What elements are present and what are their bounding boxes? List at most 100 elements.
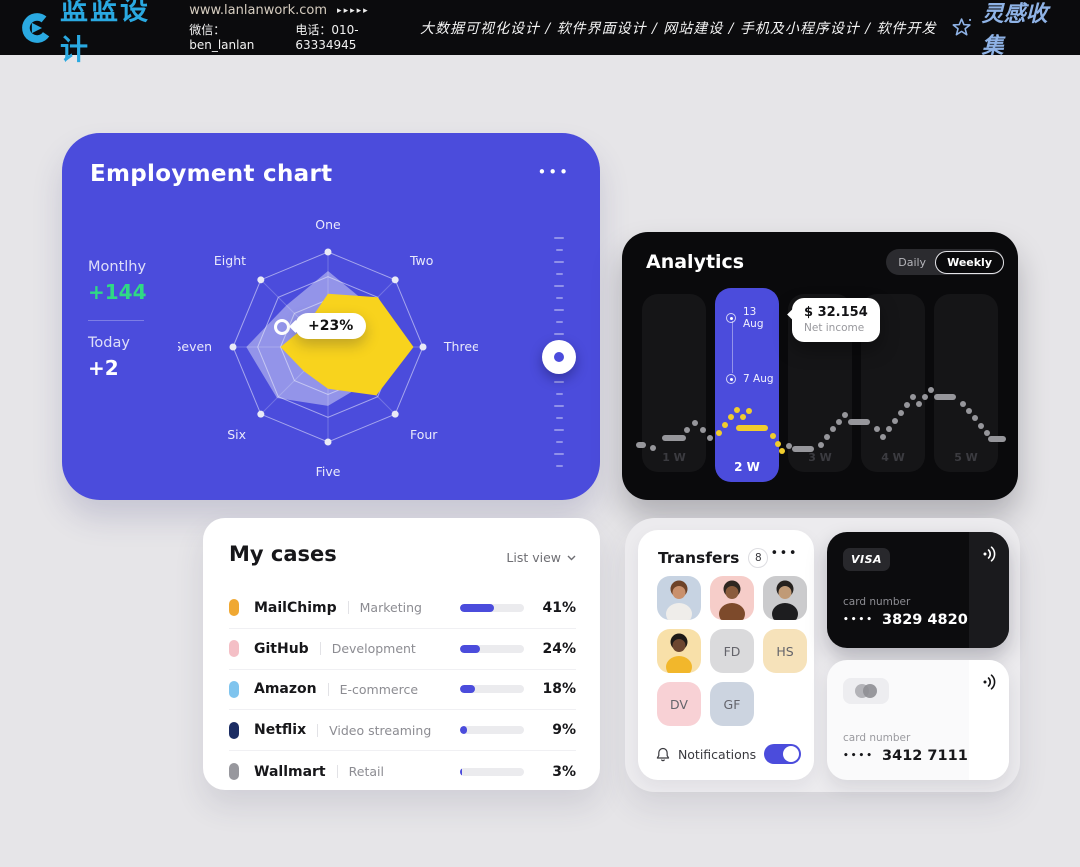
case-row-mailchimp[interactable]: MailChimp Marketing 41% bbox=[229, 588, 576, 629]
case-category: Retail bbox=[348, 764, 384, 780]
progress-track bbox=[460, 644, 524, 653]
radar-tooltip: +23% bbox=[295, 313, 367, 339]
radar-axis-label: Eight bbox=[214, 253, 246, 268]
monthly-value: +144 bbox=[88, 280, 147, 304]
radar-axis-label: Seven bbox=[178, 339, 212, 354]
radar-chart: One Two Three Four Five Six Seven Eight bbox=[178, 217, 478, 479]
logo-text: 蓝蓝设计 bbox=[59, 0, 150, 66]
bank-card-visa[interactable]: VISA card number •••• 3829 4820 bbox=[827, 532, 1009, 648]
toggle-daily[interactable]: Daily bbox=[898, 255, 927, 269]
slider-tick bbox=[555, 393, 563, 395]
monthly-label: Montlhy bbox=[88, 259, 147, 275]
bell-icon bbox=[656, 747, 670, 761]
card-number-label: card number bbox=[843, 596, 911, 608]
today-label: Today bbox=[88, 335, 130, 351]
analytics-marker-date: 13 Aug bbox=[726, 306, 779, 330]
slider-tick bbox=[554, 285, 564, 287]
case-row-netflix[interactable]: Netflix Video streaming 9% bbox=[229, 710, 576, 752]
case-name: Wallmart bbox=[254, 763, 326, 780]
visa-logo: VISA bbox=[843, 548, 891, 571]
my-cases-title: My cases bbox=[229, 542, 337, 566]
employment-chart-card: Employment chart ••• Montlhy +144 Today … bbox=[62, 133, 600, 500]
contact-avatar[interactable] bbox=[657, 576, 701, 620]
contact-initials-gf[interactable]: GF bbox=[710, 682, 754, 726]
contact-initials-hs[interactable]: HS bbox=[763, 629, 807, 673]
analytics-column-5w[interactable]: 5 W bbox=[934, 294, 998, 472]
radar-vertex-dot bbox=[324, 248, 332, 256]
avatar-photo bbox=[666, 633, 692, 673]
radar-axis-label: Four bbox=[410, 427, 438, 442]
case-row-amazon[interactable]: Amazon E-commerce 18% bbox=[229, 670, 576, 711]
progress-fill bbox=[460, 685, 475, 694]
slider-tick bbox=[554, 381, 564, 383]
services-text: 大数据可视化设计 / 软件界面设计 / 网站建设 / 手机及小程序设计 / 软件… bbox=[420, 20, 937, 37]
notifications-label: Notifications bbox=[677, 746, 757, 762]
case-name: Amazon bbox=[254, 681, 317, 698]
vertical-slider-handle[interactable] bbox=[542, 340, 576, 374]
slider-tick bbox=[555, 273, 563, 275]
contact-avatar[interactable] bbox=[710, 576, 754, 620]
radar-axis-label: Three bbox=[443, 339, 478, 354]
contact-avatar[interactable] bbox=[763, 576, 807, 620]
case-category: Development bbox=[331, 641, 416, 657]
slider-tick bbox=[555, 297, 563, 299]
radar-vertex-dot bbox=[391, 276, 399, 284]
case-percent: 24% bbox=[542, 640, 576, 657]
slider-tick bbox=[554, 237, 564, 239]
slider-tick bbox=[554, 261, 564, 263]
contacts-grid: FD HS DV GF bbox=[657, 576, 807, 726]
contact-initials-dv[interactable]: DV bbox=[657, 682, 701, 726]
case-brand-icon bbox=[229, 680, 239, 698]
case-percent: 9% bbox=[552, 722, 576, 739]
progress-fill bbox=[460, 767, 463, 776]
slider-tick bbox=[554, 429, 564, 431]
case-percent: 41% bbox=[542, 599, 576, 616]
transfers-title: Transfers bbox=[658, 549, 740, 567]
case-row-github[interactable]: GitHub Development 24% bbox=[229, 629, 576, 670]
name-category-divider bbox=[327, 682, 329, 696]
transfers-group: Transfers 8 ••• FD HS DV GF Notifications V… bbox=[625, 518, 1020, 792]
contact-avatar[interactable] bbox=[657, 629, 701, 673]
radio-icon bbox=[726, 313, 736, 323]
analytics-week-label: 3 W bbox=[808, 451, 832, 464]
analytics-column-1w[interactable]: 1 W bbox=[642, 294, 706, 472]
case-category: Marketing bbox=[359, 600, 422, 616]
contactless-icon bbox=[983, 674, 996, 690]
radar-vertex-dot bbox=[257, 276, 265, 284]
star-icon bbox=[952, 17, 972, 35]
list-view-dropdown[interactable]: List view bbox=[506, 550, 576, 565]
slider-tick bbox=[554, 453, 564, 455]
analytics-card: Analytics Daily Weekly 1 W 2 W 13 Aug 7 Aug… bbox=[622, 232, 1018, 500]
employment-title: Employment chart bbox=[90, 161, 333, 187]
bank-card-mastercard[interactable]: card number •••• 3412 7111 bbox=[827, 660, 1009, 780]
progress-track bbox=[460, 767, 524, 776]
card-number-value: 3829 4820 bbox=[882, 612, 968, 628]
case-row-wallmart[interactable]: Wallmart Retail 3% bbox=[229, 751, 576, 792]
analytics-week-label: 4 W bbox=[881, 451, 905, 464]
slider-tick bbox=[555, 249, 563, 251]
contact-initials-fd[interactable]: FD bbox=[710, 629, 754, 673]
name-category-divider bbox=[319, 642, 321, 656]
case-category: Video streaming bbox=[329, 722, 432, 738]
masked-digits: •••• bbox=[843, 751, 875, 761]
avatar-photo bbox=[666, 580, 692, 620]
avatar-photo bbox=[719, 580, 745, 620]
radar-vertex-dot bbox=[324, 438, 332, 446]
radar-vertex-dot bbox=[391, 410, 399, 418]
website-text: www.lanlanwork.com bbox=[189, 3, 328, 18]
collect-text: 灵感收集 bbox=[981, 0, 1048, 59]
logo: 蓝蓝设计 bbox=[20, 0, 167, 68]
radar-vertex-dot bbox=[229, 343, 237, 351]
notifications-toggle[interactable] bbox=[764, 744, 801, 764]
case-brand-icon bbox=[229, 599, 239, 617]
toggle-weekly[interactable]: Weekly bbox=[935, 250, 1004, 274]
name-category-divider bbox=[317, 723, 319, 737]
progress-track bbox=[460, 726, 524, 735]
employment-menu-icon[interactable]: ••• bbox=[537, 163, 570, 181]
period-toggle: Daily Weekly bbox=[886, 249, 1004, 275]
progress-fill bbox=[460, 644, 480, 653]
contact-block: www.lanlanwork.com ▸▸▸▸▸ 微信：ben_lanlan 电… bbox=[189, 3, 406, 52]
mastercard-logo bbox=[843, 678, 889, 704]
transfers-menu-icon[interactable]: ••• bbox=[770, 546, 798, 561]
analytics-column-2w[interactable]: 2 W 13 Aug 7 Aug bbox=[715, 288, 779, 482]
